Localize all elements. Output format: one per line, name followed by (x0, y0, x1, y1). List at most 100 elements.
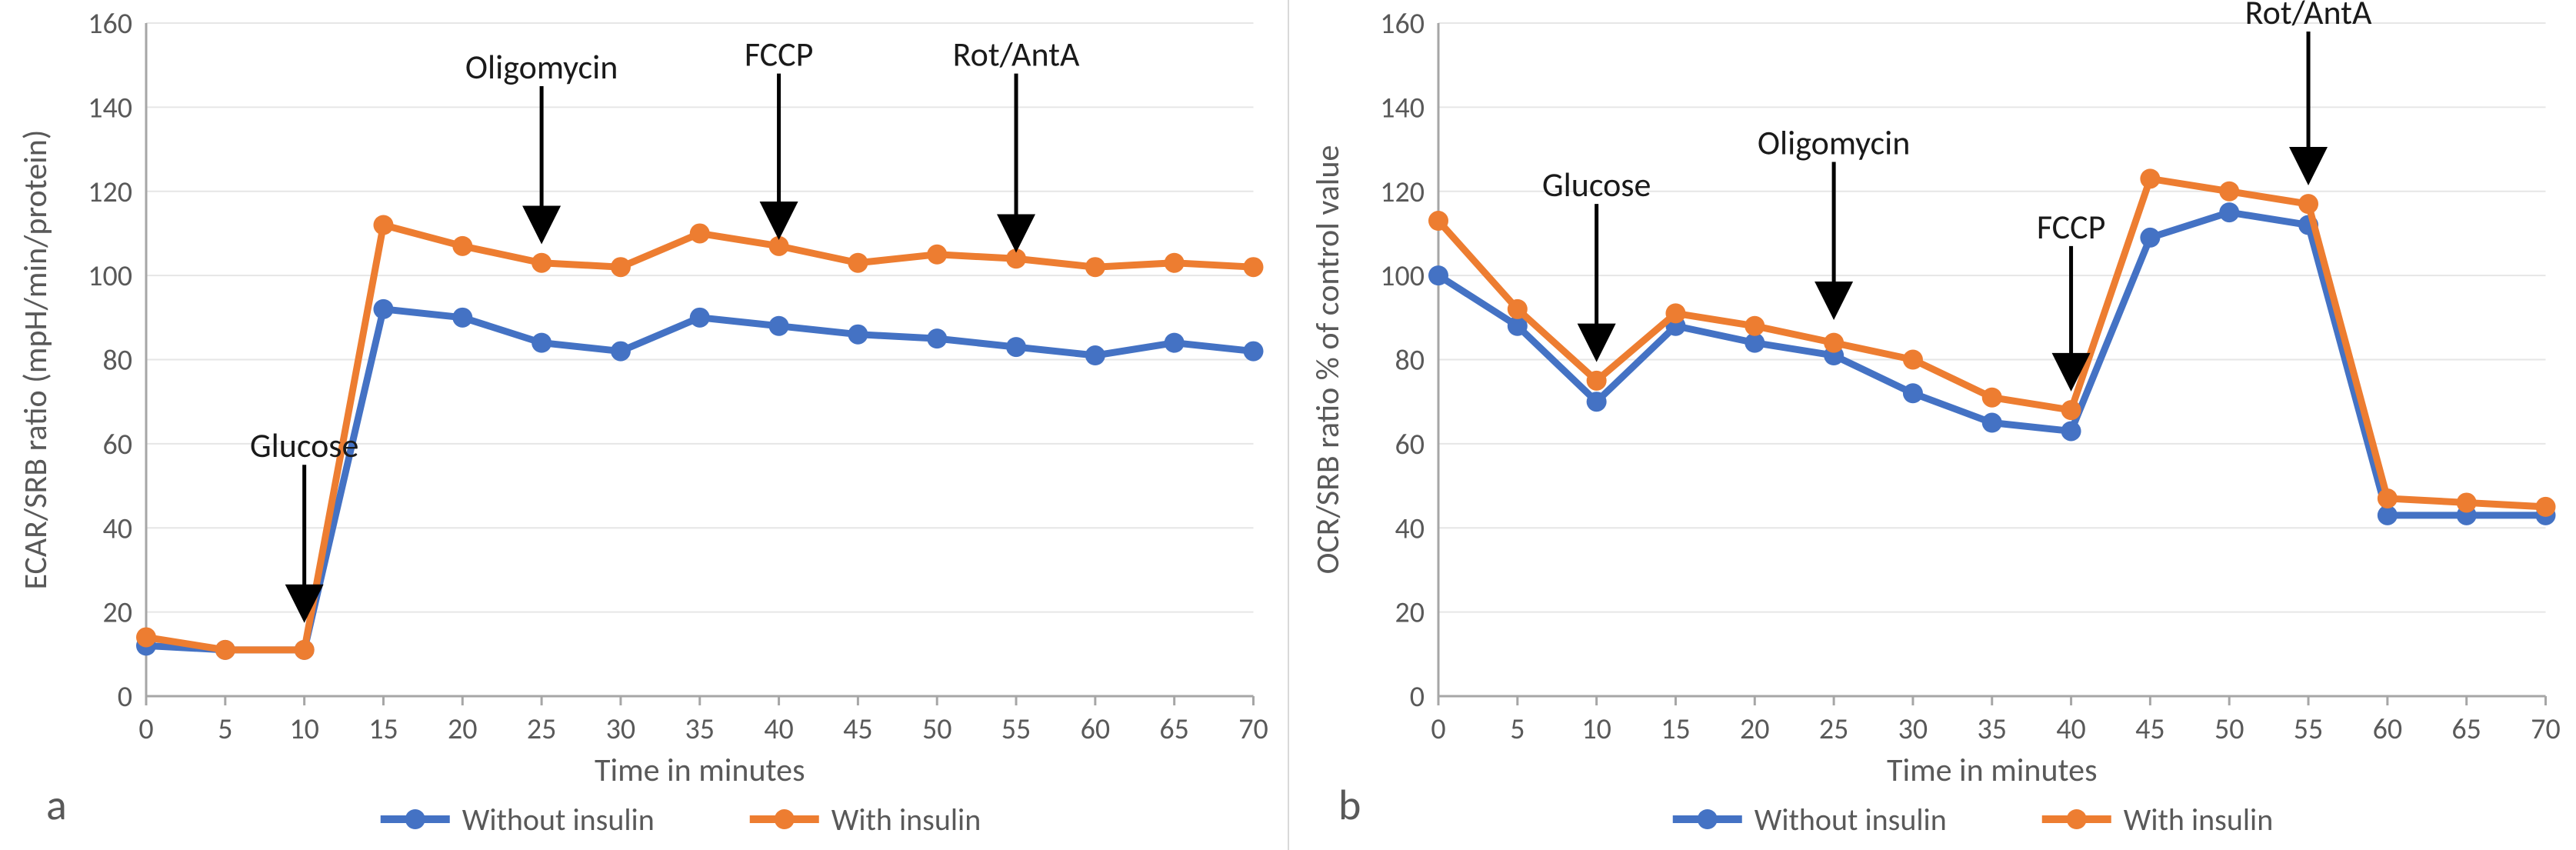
panel-label: a (46, 779, 67, 832)
x-tick-label: 60 (1081, 712, 1111, 747)
legend-label: With insulin (2123, 801, 2272, 838)
y-axis-title: OCR/SRB ratio % of control value (1308, 145, 1348, 575)
legend-marker-icon (2066, 809, 2086, 829)
y-tick-label: 100 (1380, 258, 1425, 294)
series-marker-with (1665, 303, 1685, 323)
series-marker-with (690, 223, 710, 243)
annotation-label: FCCP (745, 34, 813, 75)
y-tick-label: 20 (1395, 595, 1425, 631)
series-marker-without (769, 316, 789, 336)
x-tick-label: 5 (218, 712, 232, 747)
x-tick-label: 60 (2372, 712, 2402, 747)
x-tick-label: 55 (1001, 712, 1031, 747)
series-marker-without (1981, 413, 2001, 433)
annotation-label: Glucose (1541, 164, 1651, 205)
series-marker-without (927, 328, 947, 348)
y-tick-label: 120 (88, 175, 132, 210)
series-marker-without (532, 333, 552, 353)
x-tick-label: 20 (1740, 712, 1770, 747)
x-tick-label: 10 (1581, 712, 1611, 747)
y-tick-label: 60 (1395, 427, 1425, 462)
series-marker-with (769, 236, 789, 256)
x-tick-label: 35 (685, 712, 715, 747)
annotation-label: Glucose (250, 425, 359, 466)
series-marker-with (1006, 248, 1026, 268)
series-marker-without (1165, 333, 1185, 353)
series-marker-with (452, 236, 472, 256)
panel-divider (1288, 0, 1289, 850)
series-marker-without (690, 308, 710, 328)
annotation-label: Oligomycin (1757, 122, 1909, 163)
y-tick-label: 80 (1395, 343, 1425, 378)
series-marker-without (1006, 337, 1026, 357)
y-axis-title: ECAR/SRB ratio (mpH/min/protein) (16, 129, 55, 589)
x-tick-label: 30 (606, 712, 636, 747)
x-tick-label: 40 (764, 712, 794, 747)
x-tick-label: 10 (289, 712, 319, 747)
series-marker-with (1981, 388, 2001, 408)
series-marker-with (2535, 497, 2555, 517)
annotation-label: Oligomycin (465, 46, 618, 88)
series-marker-without (2061, 421, 2081, 441)
series-marker-without (611, 342, 631, 362)
panel-b: 0204060801001201401600510152025303540455… (1292, 0, 2576, 850)
series-marker-without (2140, 228, 2160, 248)
x-tick-label: 30 (1898, 712, 1928, 747)
legend-marker-icon (1697, 809, 1717, 829)
x-tick-label: 50 (922, 712, 952, 747)
series-marker-with (1085, 257, 1105, 277)
series-marker-with (848, 253, 868, 273)
annotation-label: Rot/AntA (2244, 0, 2371, 33)
series-marker-with (215, 640, 235, 660)
series-marker-with (1586, 371, 1606, 391)
y-tick-label: 80 (102, 343, 132, 378)
figure: 0204060801001201401600510152025303540455… (0, 0, 2576, 850)
series-marker-without (1428, 265, 1448, 285)
x-tick-label: 70 (1238, 712, 1268, 747)
series-marker-without (1244, 342, 1264, 362)
series-marker-with (1507, 299, 1527, 319)
x-tick-label: 15 (368, 712, 398, 747)
series-marker-with (1244, 257, 1264, 277)
y-tick-label: 160 (88, 6, 132, 42)
legend-marker-icon (775, 809, 795, 829)
x-axis-title: Time in minutes (1886, 751, 2097, 790)
x-tick-label: 65 (2451, 712, 2481, 747)
series-marker-without (848, 325, 868, 345)
series-marker-with (1902, 350, 1922, 370)
x-tick-label: 25 (527, 712, 557, 747)
series-marker-with (1165, 253, 1185, 273)
series-marker-with (1824, 333, 1844, 353)
series-marker-with (295, 640, 315, 660)
x-tick-label: 35 (1977, 712, 2007, 747)
y-tick-label: 100 (88, 258, 132, 294)
annotation-label: FCCP (2036, 206, 2104, 248)
x-tick-label: 45 (2135, 712, 2165, 747)
panel-label: b (1338, 779, 1361, 832)
legend-label: Without insulin (462, 801, 655, 838)
x-tick-label: 0 (1431, 712, 1445, 747)
series-marker-with (532, 253, 552, 273)
panel-a: 0204060801001201401600510152025303540455… (0, 0, 1285, 850)
series-marker-without (452, 308, 472, 328)
x-tick-label: 40 (2056, 712, 2086, 747)
series-marker-with (2298, 194, 2318, 214)
y-tick-label: 40 (102, 511, 132, 546)
y-tick-label: 160 (1380, 6, 1425, 42)
chart-a: 0204060801001201401600510152025303540455… (0, 0, 1285, 850)
series-marker-with (2219, 182, 2239, 202)
series-marker-with (136, 627, 156, 647)
chart-b: 0204060801001201401600510152025303540455… (1292, 0, 2576, 850)
series-marker-with (2140, 168, 2160, 188)
y-tick-label: 140 (1380, 90, 1425, 125)
y-tick-label: 140 (88, 90, 132, 125)
series-marker-without (1085, 345, 1105, 365)
x-axis-title: Time in minutes (595, 751, 805, 790)
series-marker-without (373, 299, 393, 319)
y-tick-label: 120 (1380, 175, 1425, 210)
annotation-label: Rot/AntA (953, 34, 1080, 75)
legend-label: With insulin (831, 801, 981, 838)
series-marker-with (2061, 400, 2081, 420)
series-marker-without (2219, 202, 2239, 222)
series-marker-with (611, 257, 631, 277)
